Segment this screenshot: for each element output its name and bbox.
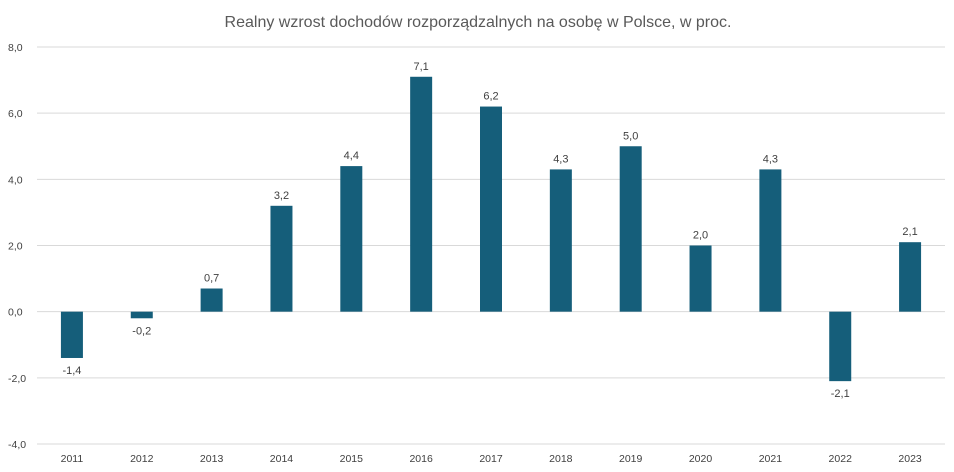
x-tick-label: 2021: [759, 453, 783, 465]
bar-2011: [60, 311, 83, 358]
x-tick-label: 2012: [130, 453, 154, 465]
bar-2022: [829, 311, 852, 382]
chart-title: Realny wzrost dochodów rozporządzalnych …: [225, 14, 732, 31]
bar-2020: [689, 245, 712, 312]
bar-2013: [200, 288, 223, 312]
data-label: 2,0: [693, 230, 708, 242]
bar-2014: [270, 205, 293, 312]
data-label: 0,7: [204, 273, 219, 285]
data-label: -2,1: [831, 388, 850, 400]
data-label: 7,1: [414, 61, 429, 73]
data-label: 6,2: [483, 91, 498, 103]
y-tick-label: -4,0: [8, 439, 26, 451]
bar-2018: [549, 169, 572, 312]
x-tick-label: 2018: [549, 453, 573, 465]
bar-2023: [899, 242, 922, 312]
x-tick-label: 2019: [619, 453, 643, 465]
x-tick-label: 2022: [829, 453, 853, 465]
y-tick-label: 4,0: [8, 174, 23, 186]
data-label: -1,4: [62, 365, 81, 377]
y-tick-label: 2,0: [8, 241, 23, 253]
bar-2016: [410, 76, 433, 312]
data-label: 4,3: [763, 153, 778, 165]
y-tick-label: 8,0: [8, 42, 23, 54]
bar-2017: [480, 106, 502, 312]
data-label: 4,3: [553, 153, 568, 165]
x-tick-label: 2011: [61, 453, 84, 465]
x-tick-label: 2023: [898, 453, 922, 465]
bar-2012: [130, 311, 153, 319]
x-tick-label: 2020: [689, 453, 713, 465]
x-tick-label: 2015: [340, 453, 364, 465]
y-tick-label: -2,0: [8, 373, 26, 385]
data-label: -0,2: [132, 325, 151, 337]
x-tick-label: 2014: [270, 453, 294, 465]
data-label: 2,1: [902, 226, 917, 238]
x-tick-label: 2017: [479, 453, 503, 465]
x-tick-label: 2016: [409, 453, 433, 465]
bar-2015: [340, 166, 363, 312]
data-label: 3,2: [274, 190, 289, 202]
data-label: 4,4: [344, 150, 359, 162]
data-label: 5,0: [623, 130, 638, 142]
bar-2019: [619, 146, 642, 312]
bar-2021: [759, 169, 782, 312]
x-tick-label: 2013: [200, 453, 224, 465]
y-tick-label: 0,0: [8, 307, 23, 319]
y-tick-label: 6,0: [8, 108, 23, 120]
